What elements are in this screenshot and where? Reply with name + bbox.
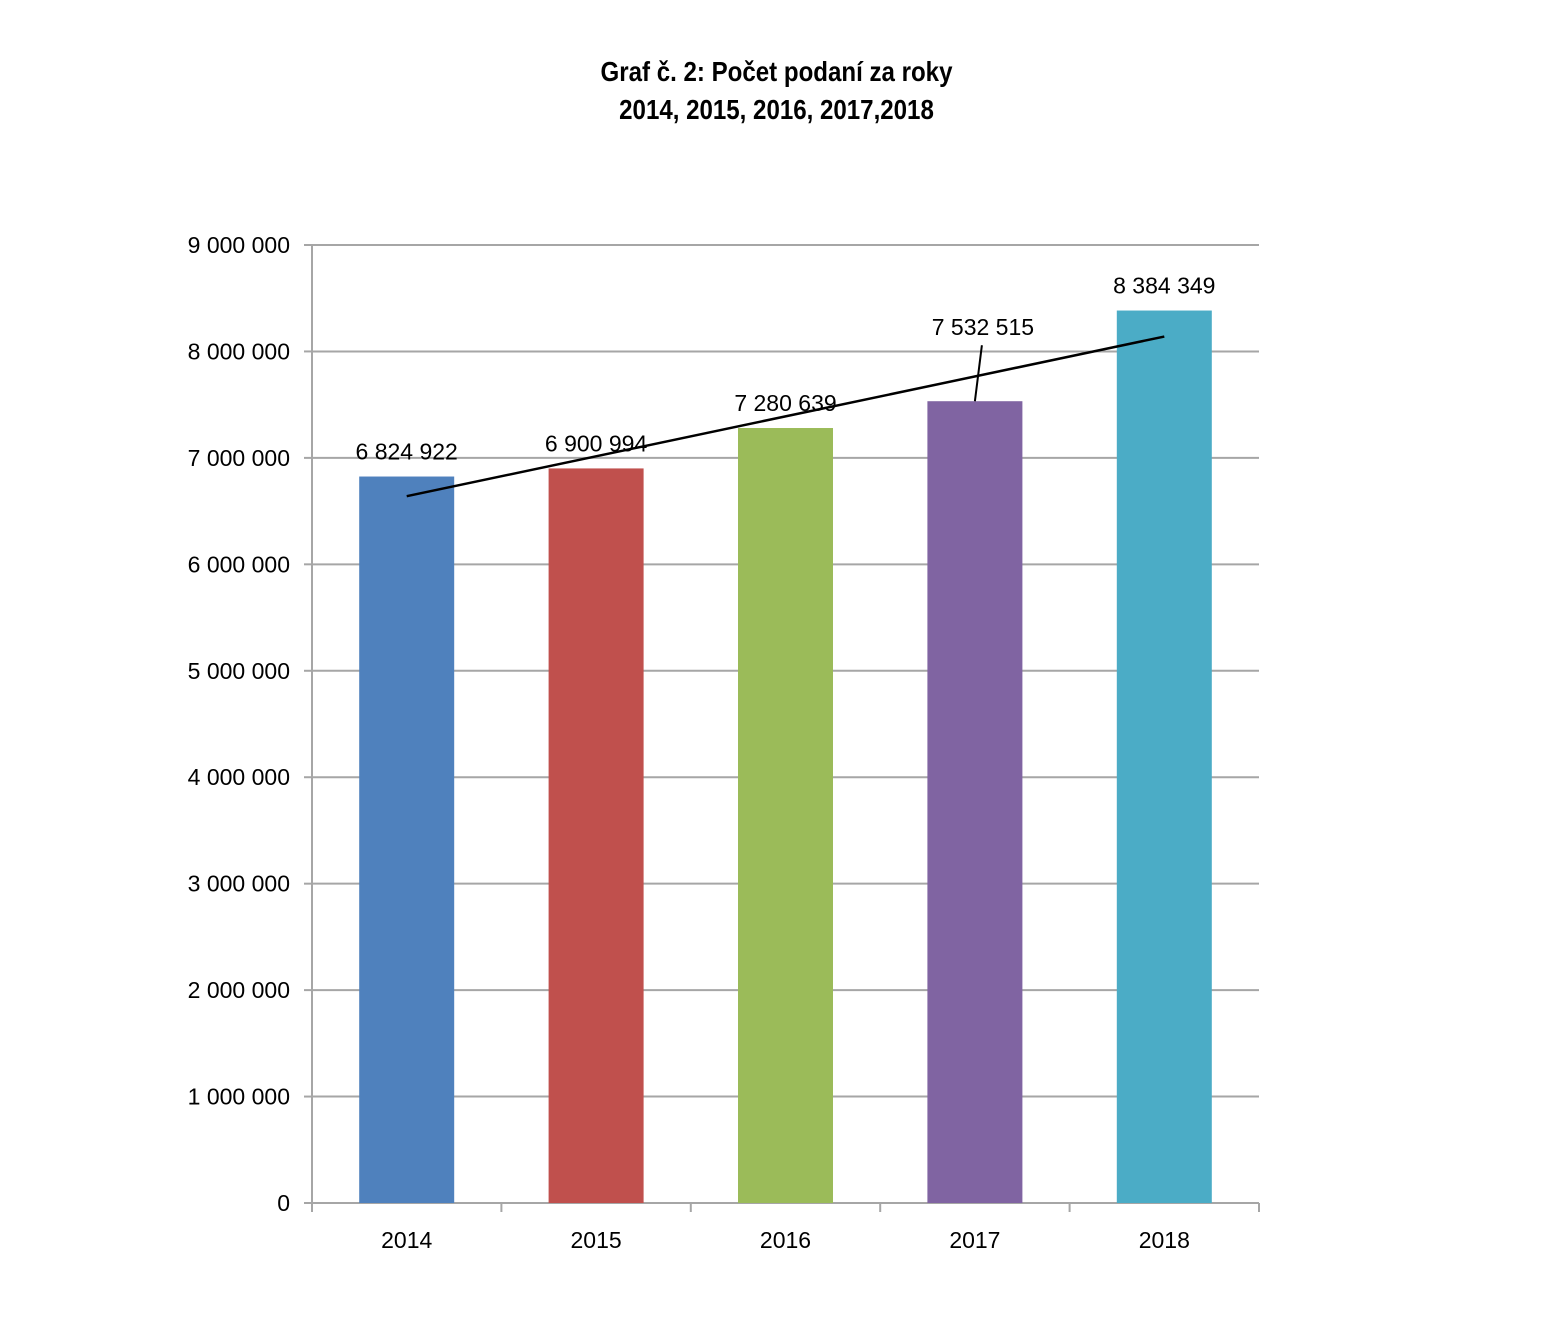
- bar-2014: [359, 476, 455, 1203]
- y-tick-label-6: 6 000 000: [188, 551, 290, 577]
- x-tick-label-2015: 2015: [571, 1227, 622, 1253]
- bar-2017: [927, 401, 1023, 1203]
- bar-2016: [738, 428, 833, 1203]
- y-tick-label-8: 8 000 000: [188, 338, 290, 364]
- chart-title-line-2: 2014, 2015, 2016, 2017,2018: [619, 94, 934, 125]
- y-tick-label-3: 3 000 000: [188, 871, 290, 897]
- x-tick-label-2014: 2014: [381, 1227, 432, 1253]
- y-tick-label-0: 0: [277, 1190, 290, 1216]
- y-tick-label-4: 4 000 000: [188, 764, 290, 790]
- trendline: [406, 335, 1165, 498]
- y-tick-label-1: 1 000 000: [188, 1084, 290, 1110]
- bar-2018: [1116, 310, 1212, 1204]
- y-tick-label-5: 5 000 000: [188, 658, 290, 684]
- x-tick-label-2016: 2016: [760, 1227, 811, 1253]
- y-tick-label-7: 7 000 000: [188, 445, 290, 471]
- chart-title-line-1: Graf č. 2: Počet podaní za roky: [600, 56, 953, 87]
- data-label-leader-2017: [973, 345, 983, 402]
- data-label-2018: 8 384 349: [1113, 273, 1215, 299]
- data-label-2016: 7 280 639: [734, 390, 836, 416]
- data-label-2017: 7 532 515: [932, 314, 1034, 340]
- y-tick-label-9: 9 000 000: [188, 232, 290, 258]
- bar-2015: [548, 468, 644, 1204]
- data-label-2015: 6 900 994: [545, 430, 648, 456]
- data-label-2014: 6 824 922: [356, 439, 458, 465]
- x-tick-label-2018: 2018: [1139, 1227, 1190, 1253]
- x-tick-label-2017: 2017: [949, 1227, 1000, 1253]
- y-tick-label-2: 2 000 000: [188, 977, 290, 1003]
